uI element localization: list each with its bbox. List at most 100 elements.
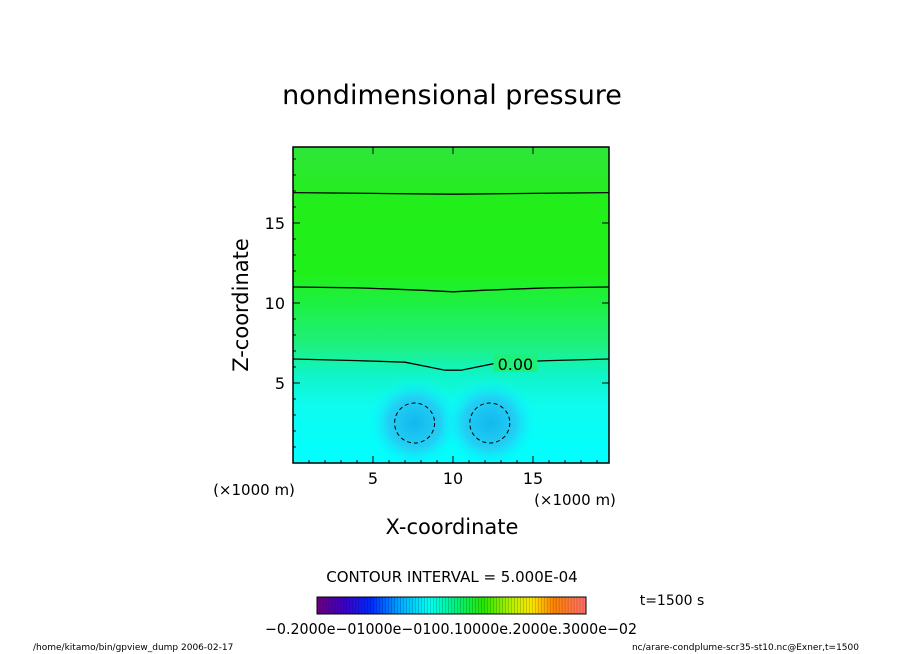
y-tick-label-15: 15 — [265, 214, 285, 233]
x-axis-label: X-coordinate — [386, 515, 519, 539]
colorbar-segment — [355, 597, 360, 614]
x-ticks: 5 10 15 — [308, 147, 598, 488]
y-tick-label-10: 10 — [265, 294, 285, 313]
colorbar-segment — [553, 597, 557, 614]
colorbar-segment — [559, 597, 563, 614]
low-pressure-shade-1 — [441, 377, 538, 463]
plot-frame — [292, 146, 610, 464]
colorbar-segment — [574, 597, 578, 614]
colorbar-segment — [379, 597, 384, 614]
colorbar-segment — [439, 597, 443, 614]
low-pressure-regions — [366, 377, 538, 463]
colorbar-segment — [442, 597, 446, 614]
colorbar-segment — [382, 597, 387, 614]
colorbar-segment — [317, 597, 321, 614]
colorbar-segment — [550, 597, 554, 614]
plot-area — [293, 147, 609, 463]
colorbar-segment — [427, 597, 431, 614]
contour-line-4 — [469, 402, 511, 444]
colorbar-segment — [451, 597, 455, 614]
low-pressure-shade-0 — [366, 377, 463, 463]
colorbar-segment — [523, 597, 527, 614]
contour-line-3 — [394, 402, 436, 444]
colorbar-segment — [487, 597, 491, 614]
colorbar-segment — [343, 597, 348, 614]
x-tick-label-10: 10 — [443, 469, 463, 488]
colorbar-segment — [457, 597, 461, 614]
colorbar-segment — [520, 597, 524, 614]
colorbar-segment — [418, 597, 422, 614]
contour-interval-text: CONTOUR INTERVAL = 5.000E-04 — [326, 568, 577, 586]
colorbar-segment — [397, 597, 401, 614]
time-label: t=1500 s — [640, 593, 705, 609]
colorbar-segment — [472, 597, 476, 614]
colorbar-segment — [358, 597, 363, 614]
contour-label-group: 0.00 — [493, 353, 538, 374]
colorbar-segment — [430, 597, 434, 614]
colorbar-segment — [583, 597, 587, 614]
contour-line-1 — [293, 286, 609, 293]
colorbar-segment — [346, 597, 351, 614]
colorbar-segment — [562, 597, 566, 614]
colorbar-segment — [445, 597, 449, 614]
colorbar-segment — [322, 597, 327, 614]
colorbar-segment — [580, 597, 584, 614]
colorbar-segment — [538, 597, 542, 614]
colorbar-segment — [466, 597, 470, 614]
colorbar-segment — [448, 597, 452, 614]
colorbar-segment — [526, 597, 530, 614]
colorbar-segment — [565, 597, 569, 614]
colorbar-segment — [556, 597, 560, 614]
colorbar-segment — [508, 597, 512, 614]
colorbar-segment — [514, 597, 518, 614]
colorbar-segment — [409, 597, 413, 614]
colorbar-segment — [481, 597, 485, 614]
colorbar-segment — [568, 597, 572, 614]
colorbar-segment — [373, 597, 378, 614]
colorbar-segment — [331, 597, 336, 614]
colorbar-segment — [469, 597, 473, 614]
colorbar-segment — [337, 597, 342, 614]
colorbar-segment — [517, 597, 521, 614]
contour-label-bg-0 — [493, 353, 538, 372]
colorbar-segment — [364, 597, 369, 614]
colorbar-segment — [391, 597, 396, 614]
colorbar-segment — [376, 597, 381, 614]
colorbar-segment — [499, 597, 503, 614]
colorbar-segment — [352, 597, 357, 614]
colorbar-segment — [547, 597, 551, 614]
x-unit-right: (×1000 m) — [534, 491, 616, 509]
colorbar-segment — [454, 597, 458, 614]
colorbar-segment — [349, 597, 354, 614]
contour-label-0: 0.00 — [498, 355, 534, 374]
colorbar-segment — [475, 597, 479, 614]
colorbar-segment — [484, 597, 488, 614]
colorbar-segment — [370, 597, 375, 614]
colorbar-segment — [340, 597, 345, 614]
chart-title: nondimensional pressure — [282, 80, 622, 111]
colorbar-segment — [571, 597, 575, 614]
colorbar-frame — [316, 596, 587, 615]
footer-left: /home/kitamo/bin/gpview_dump 2006-02-17 — [33, 643, 233, 653]
colorbar-segment — [460, 597, 464, 614]
colorbar-segment — [505, 597, 509, 614]
colorbar-segment — [328, 597, 333, 614]
x-unit-left: (×1000 m) — [213, 481, 295, 499]
colorbar-segment — [424, 597, 428, 614]
x-tick-label-5: 5 — [368, 469, 378, 488]
y-tick-label-5: 5 — [275, 374, 285, 393]
colorbar-segment — [577, 597, 581, 614]
colorbar-segment — [361, 597, 366, 614]
colorbar-segment — [406, 597, 410, 614]
colorbar-segment — [334, 597, 339, 614]
colorbar-segment — [535, 597, 539, 614]
footer-right: nc/arare-condplume-scr35-st10.nc@Exner,t… — [632, 643, 859, 653]
colorbar-segment — [496, 597, 500, 614]
colorbar-segment — [421, 597, 425, 614]
colorbar-segment — [388, 597, 393, 614]
colorbar-segment — [490, 597, 494, 614]
colorbar-segment — [544, 597, 548, 614]
colorbar — [316, 597, 587, 614]
y-ticks: 5 10 15 — [265, 158, 609, 448]
